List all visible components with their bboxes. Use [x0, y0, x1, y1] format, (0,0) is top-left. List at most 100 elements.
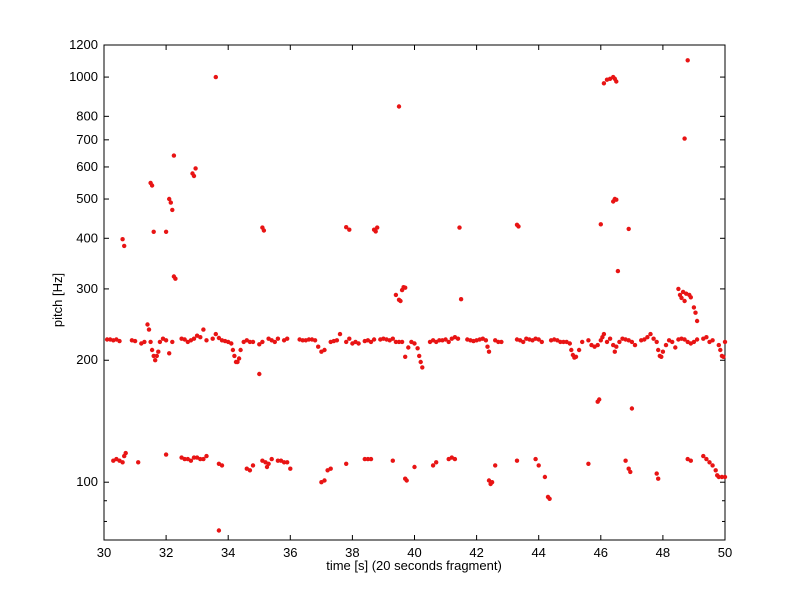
data-points: [104, 58, 728, 533]
pitch-point: [188, 458, 194, 463]
pitch-point: [682, 298, 687, 304]
pitch-point: [390, 458, 395, 463]
pitch-point: [659, 354, 664, 359]
y-tick-label: 200: [76, 352, 98, 367]
pitch-point: [104, 337, 110, 342]
pitch-point: [663, 342, 669, 348]
pitch-point: [404, 478, 409, 483]
pitch-point: [182, 337, 187, 342]
pitch-point: [191, 336, 197, 341]
pitch-point: [446, 339, 451, 345]
pitch-point: [247, 468, 253, 473]
pitch-point: [679, 295, 684, 301]
pitch-point: [368, 456, 374, 462]
pitch-point: [617, 339, 622, 345]
pitch-point: [163, 338, 169, 343]
pitch-point: [716, 342, 721, 348]
pitch-point: [434, 460, 439, 465]
pitch-point: [576, 347, 582, 353]
pitch-point: [710, 463, 715, 468]
pitch-point: [430, 463, 436, 468]
pitch-point: [167, 196, 172, 202]
pitch-point: [691, 339, 697, 345]
pitch-point: [688, 295, 693, 300]
pitch-point: [656, 476, 661, 481]
pitch-point: [250, 339, 256, 345]
pitch-point: [547, 496, 552, 501]
pitch-point: [368, 339, 374, 345]
pitch-point: [182, 456, 187, 462]
pitch-point: [415, 346, 420, 351]
pitch-point: [676, 286, 681, 292]
pitch-point: [156, 349, 161, 354]
pitch-point: [275, 458, 281, 463]
pitch-point: [362, 456, 367, 462]
pitch-point: [167, 351, 172, 356]
pitch-point: [201, 456, 206, 462]
pitch-point: [718, 347, 723, 353]
pitch-point: [496, 339, 501, 345]
pitch-point: [204, 453, 209, 459]
pitch-point: [151, 353, 156, 359]
pitch-point: [373, 229, 378, 234]
pitch-point: [682, 136, 687, 141]
pitch-point: [154, 353, 159, 359]
pitch-point: [396, 339, 402, 345]
pitch-point: [685, 58, 690, 63]
pitch-point: [493, 463, 498, 468]
pitch-point: [300, 338, 305, 343]
pitch-point: [396, 104, 402, 109]
pitch-point: [261, 228, 267, 233]
x-tick-label: 46: [594, 545, 608, 560]
pitch-point: [344, 339, 349, 345]
pitch-point: [722, 339, 728, 345]
pitch-point: [398, 298, 403, 304]
pitch-point: [688, 458, 693, 463]
pitch-point: [673, 345, 678, 350]
pitch-point: [322, 347, 327, 353]
pitch-point: [201, 327, 206, 332]
pitch-point: [266, 461, 271, 466]
pitch-point: [142, 339, 147, 345]
x-tick-label: 40: [407, 545, 421, 560]
pitch-point: [230, 347, 236, 353]
pitch-point: [269, 456, 274, 462]
pitch-point: [642, 337, 647, 342]
pitch-point: [393, 339, 399, 345]
y-tick-label: 700: [76, 132, 98, 147]
pitch-point: [660, 349, 666, 354]
y-tick-label: 500: [76, 191, 98, 206]
pitch-point: [567, 341, 572, 346]
pitch-point: [288, 466, 293, 471]
pitch-point: [651, 336, 656, 341]
pitch-point: [485, 344, 490, 349]
pitch-point: [601, 331, 607, 337]
pitch-point: [542, 474, 548, 480]
pitch-point: [193, 166, 198, 171]
pitch-point: [365, 456, 371, 462]
pitch-point: [682, 337, 687, 342]
pitch-point: [536, 337, 541, 342]
pitch-point: [146, 327, 152, 332]
pitch-point: [561, 339, 566, 345]
pitch-point: [257, 371, 262, 377]
pitch-point: [285, 336, 290, 341]
pitch-point: [412, 341, 417, 346]
pitch-point: [452, 456, 458, 462]
pitch-point: [337, 331, 343, 337]
x-tick-label: 42: [469, 545, 483, 560]
pitch-point: [458, 297, 464, 302]
pitch-point: [670, 339, 675, 345]
pitch-point: [238, 347, 243, 353]
y-tick-label: 400: [76, 230, 98, 245]
pitch-point: [693, 310, 698, 315]
pitch-point: [191, 173, 197, 179]
pitch-point: [344, 225, 349, 230]
pitch-point: [281, 460, 287, 465]
pitch-point: [713, 468, 718, 473]
y-tick-label: 100: [76, 474, 98, 489]
pitch-point: [412, 464, 417, 470]
pitch-point: [406, 345, 411, 350]
pitch-point: [704, 456, 709, 462]
